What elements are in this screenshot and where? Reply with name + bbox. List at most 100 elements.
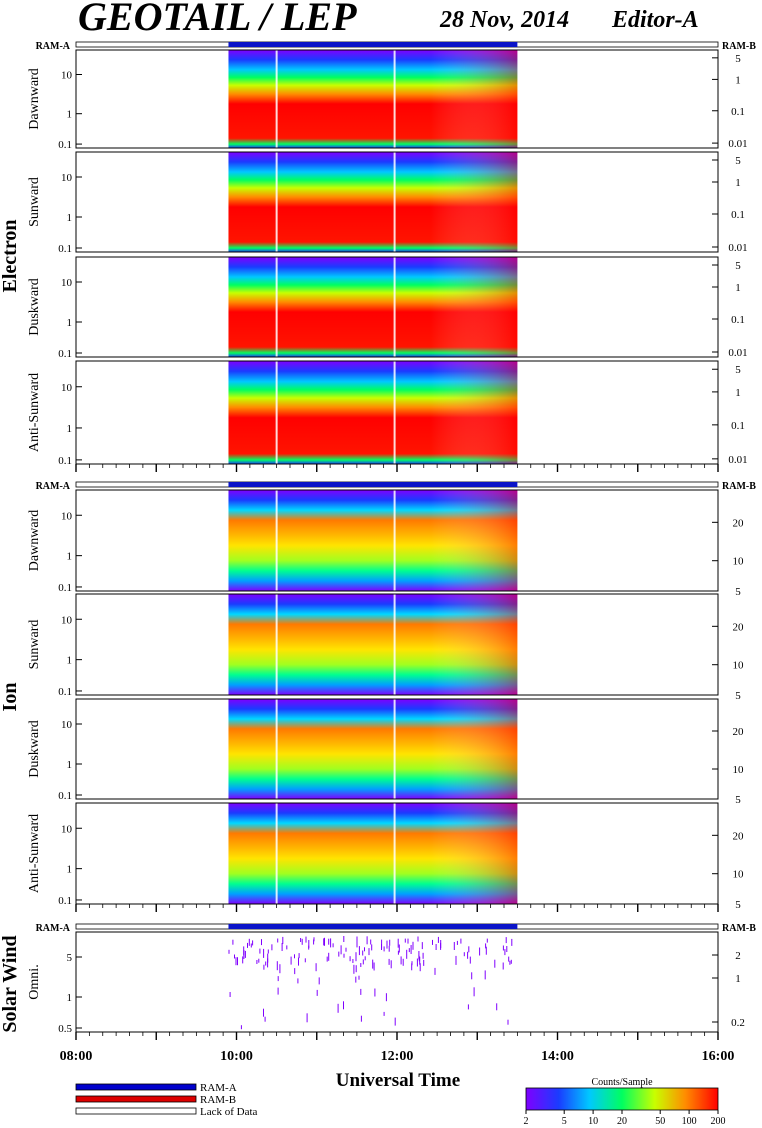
right-tick-label-electron-dawnward-1: 1 xyxy=(735,74,741,86)
right-tick-label-ion-dawnward-2: 5 xyxy=(735,586,741,598)
panel-electron-dawnward: Dawnward 10 1 0.1 5 1 0.1 0.01 xyxy=(27,49,748,151)
spectrogram-overlay-ion-dawnward xyxy=(228,490,518,591)
speck-solar-wind-omni-87 xyxy=(410,945,412,954)
speck-solar-wind-omni-83 xyxy=(353,964,355,974)
speck-solar-wind-omni-38 xyxy=(282,936,284,944)
data-gap-electron-sunward-0 xyxy=(275,152,278,252)
speck-solar-wind-omni-56 xyxy=(368,948,370,956)
speck-solar-wind-omni-143 xyxy=(394,1017,396,1026)
speck-solar-wind-omni-92 xyxy=(252,940,254,946)
panel-ion-duskward: Duskward 10 1 0.1 20 10 5 xyxy=(27,698,745,806)
legend-label-ram-a: RAM-A xyxy=(200,1082,237,1094)
panel-frame-ion-duskward xyxy=(75,698,719,800)
speck-solar-wind-omni-20 xyxy=(388,945,390,952)
speck-solar-wind-omni-155 xyxy=(313,939,315,945)
ram-b-label-2: RAM-B xyxy=(722,923,756,934)
speck-solar-wind-omni-98 xyxy=(259,948,261,954)
speck-solar-wind-omni-142 xyxy=(434,967,436,975)
legend-label-ram-b: RAM-B xyxy=(200,1094,236,1106)
speck-solar-wind-omni-91 xyxy=(381,944,382,950)
speck-solar-wind-omni-152 xyxy=(421,942,423,950)
speck-solar-wind-omni-86 xyxy=(234,954,235,959)
speck-solar-wind-omni-55 xyxy=(486,938,488,943)
speck-solar-wind-omni-120 xyxy=(502,962,504,970)
speck-solar-wind-omni-16 xyxy=(355,976,357,983)
left-tick-label-electron-anti-sunward-2: 0.1 xyxy=(58,455,72,467)
speck-solar-wind-omni-113 xyxy=(411,961,413,966)
speck-solar-wind-omni-54 xyxy=(468,946,470,953)
ion-group-label: Ion xyxy=(0,683,21,712)
speck-solar-wind-omni-94 xyxy=(318,977,320,985)
right-tick-label-electron-sunward-2: 0.1 xyxy=(731,209,745,221)
speck-solar-wind-omni-50 xyxy=(286,945,288,950)
speck-solar-wind-omni-122 xyxy=(374,988,376,997)
speck-solar-wind-omni-124 xyxy=(423,959,425,966)
ram-bar-2 xyxy=(228,924,518,929)
x-tick-label-0: 08:00 xyxy=(60,1049,93,1064)
speck-solar-wind-omni-73 xyxy=(337,1003,339,1013)
left-tick-label-ion-duskward-2: 0.1 xyxy=(58,790,72,802)
right-tick-label-ion-duskward-0: 20 xyxy=(733,726,745,738)
left-tick-label-electron-anti-sunward-0: 10 xyxy=(61,382,73,394)
ram-bar-1 xyxy=(228,482,518,487)
left-tick-label-electron-dawnward-1: 1 xyxy=(67,109,73,121)
speck-solar-wind-omni-107 xyxy=(479,947,481,956)
data-gap-ion-dawnward-1 xyxy=(393,490,396,591)
speck-solar-wind-omni-114 xyxy=(267,958,269,968)
left-tick-label-electron-dawnward-0: 10 xyxy=(61,70,73,82)
panel-solar-wind-omni: Omni. 5 1 0.5 2 1 0.2 xyxy=(27,931,745,1035)
speck-solar-wind-omni-141 xyxy=(412,941,414,950)
speck-solar-wind-omni-100 xyxy=(258,958,260,963)
speck-solar-wind-omni-109 xyxy=(328,938,330,945)
speck-solar-wind-omni-25 xyxy=(264,1016,266,1022)
data-gap-ion-sunward-0 xyxy=(275,594,278,695)
solar-wind-group-label: Solar Wind xyxy=(0,935,21,1032)
right-tick-label-ion-anti-sunward-1: 10 xyxy=(733,869,745,881)
colorbar-tick-label-4: 50 xyxy=(655,1116,665,1127)
speck-solar-wind-omni-31 xyxy=(247,942,248,948)
data-gap-electron-anti-sunward-1 xyxy=(393,361,396,464)
spectrogram-overlay-electron-sunward xyxy=(228,152,518,252)
speck-solar-wind-omni-78 xyxy=(362,950,364,956)
left-tick-label-ion-dawnward-0: 10 xyxy=(61,510,73,522)
left-tick-label-ion-anti-sunward-0: 10 xyxy=(61,823,73,835)
colorbar-gradient xyxy=(525,1087,719,1111)
speck-solar-wind-omni-116 xyxy=(313,937,315,942)
speck-solar-wind-omni-51 xyxy=(505,937,507,944)
right-tick-label-electron-dawnward-2: 0.1 xyxy=(731,106,745,118)
speck-solar-wind-omni-131 xyxy=(240,1025,242,1030)
speck-solar-wind-omni-29 xyxy=(383,1011,385,1016)
panel-frame-solar-wind-omni xyxy=(75,931,719,1033)
speck-solar-wind-omni-67 xyxy=(494,959,496,968)
left-tick-label-electron-anti-sunward-1: 1 xyxy=(67,423,73,435)
electron-group-label: Electron xyxy=(0,220,21,293)
speck-solar-wind-omni-47 xyxy=(373,962,375,971)
data-gap-electron-duskward-0 xyxy=(275,257,278,357)
speck-solar-wind-omni-46 xyxy=(416,958,418,967)
speck-solar-wind-omni-151 xyxy=(440,940,442,948)
speck-solar-wind-omni-63 xyxy=(484,970,486,980)
speck-solar-wind-omni-117 xyxy=(294,954,295,959)
right-tick-label-electron-sunward-0: 5 xyxy=(735,155,741,167)
speck-solar-wind-omni-145 xyxy=(511,938,513,946)
data-gap-electron-dawnward-0 xyxy=(275,50,278,148)
left-tick-label-electron-sunward-1: 1 xyxy=(67,212,73,224)
panel-frame-ion-dawnward xyxy=(75,489,719,592)
speck-solar-wind-omni-134 xyxy=(271,944,273,951)
ram-a-label-0: RAM-A xyxy=(36,41,71,52)
right-tick-label-ion-duskward-2: 5 xyxy=(735,794,741,806)
right-tick-label-electron-dawnward-0: 5 xyxy=(735,53,741,65)
right-tick-label-electron-anti-sunward-1: 1 xyxy=(735,387,741,399)
data-gap-electron-duskward-1 xyxy=(393,257,396,357)
speck-solar-wind-omni-115 xyxy=(417,936,419,942)
speck-solar-wind-omni-35 xyxy=(358,946,360,956)
speck-solar-wind-omni-28 xyxy=(277,938,279,943)
legend-label-lack-of-data: Lack of Data xyxy=(200,1106,258,1118)
left-tick-label-ion-sunward-0: 10 xyxy=(61,614,73,626)
colorbar-tick-label-2: 10 xyxy=(588,1116,598,1127)
speck-solar-wind-omni-110 xyxy=(338,951,340,957)
speck-solar-wind-omni-99 xyxy=(453,942,455,950)
right-tick-label-electron-duskward-1: 1 xyxy=(735,282,741,294)
speck-solar-wind-omni-148 xyxy=(256,960,258,964)
left-tick-label-electron-duskward-1: 1 xyxy=(67,317,73,329)
